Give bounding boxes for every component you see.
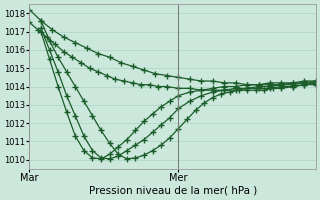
X-axis label: Pression niveau de la mer( hPa ): Pression niveau de la mer( hPa )	[89, 186, 257, 196]
